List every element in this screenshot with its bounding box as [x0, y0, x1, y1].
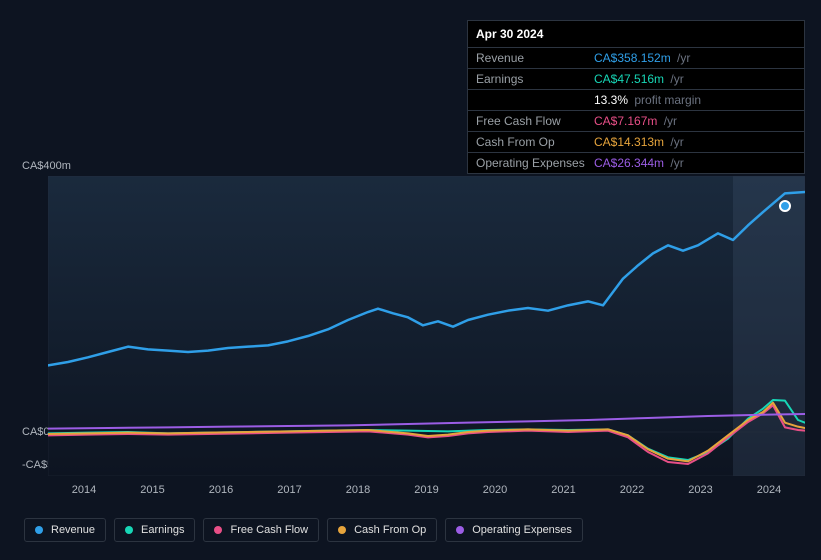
tooltip-row: Cash From OpCA$14.313m /yr — [468, 132, 804, 153]
x-axis-tick-label: 2021 — [530, 484, 598, 496]
x-axis-tick-label: 2017 — [256, 484, 324, 496]
legend-item-earnings[interactable]: Earnings — [114, 518, 195, 542]
tooltip-row: EarningsCA$47.516m /yr — [468, 69, 804, 90]
tooltip-row-label — [476, 93, 594, 107]
x-axis-tick-label: 2015 — [119, 484, 187, 496]
tooltip-row-value: CA$7.167m — [594, 114, 657, 128]
legend-dot-icon — [35, 526, 43, 534]
tooltip-row-suffix: profit margin — [631, 93, 701, 107]
tooltip-date: Apr 30 2024 — [468, 21, 804, 48]
tooltip-row-suffix: /yr — [660, 114, 677, 128]
legend-dot-icon — [214, 526, 222, 534]
legend-dot-icon — [125, 526, 133, 534]
tooltip-row-value: 13.3% — [594, 93, 628, 107]
legend-item-operating-expenses[interactable]: Operating Expenses — [445, 518, 583, 542]
legend-item-revenue[interactable]: Revenue — [24, 518, 106, 542]
tooltip-row-label: Cash From Op — [476, 135, 594, 149]
tooltip-row-value: CA$47.516m — [594, 72, 664, 86]
x-axis-tick-label: 2014 — [50, 484, 118, 496]
chart-svg — [48, 176, 805, 476]
x-axis-tick-label: 2019 — [393, 484, 461, 496]
y-axis-tick-label: CA$400m — [22, 160, 71, 172]
tooltip-row-value: CA$14.313m — [594, 135, 664, 149]
chart-tooltip: Apr 30 2024 RevenueCA$358.152m /yrEarnin… — [467, 20, 805, 174]
tooltip-row-suffix: /yr — [674, 51, 691, 65]
x-axis-tick-label: 2018 — [324, 484, 392, 496]
y-axis-tick-label: CA$0 — [22, 426, 50, 438]
tooltip-row-suffix: /yr — [667, 156, 684, 170]
tooltip-row-suffix: /yr — [667, 72, 684, 86]
legend-item-cash-from-op[interactable]: Cash From Op — [327, 518, 437, 542]
tooltip-row: RevenueCA$358.152m /yr — [468, 48, 804, 69]
tooltip-row-label: Free Cash Flow — [476, 114, 594, 128]
tooltip-row: Operating ExpensesCA$26.344m /yr — [468, 153, 804, 173]
x-axis: 2014201520162017201820192020202120222023… — [48, 484, 805, 496]
tooltip-row-label: Operating Expenses — [476, 156, 594, 170]
legend-item-label: Revenue — [51, 524, 95, 536]
tooltip-row-value: CA$358.152m — [594, 51, 671, 65]
legend-dot-icon — [338, 526, 346, 534]
tooltip-row-value: CA$26.344m — [594, 156, 664, 170]
tooltip-row-label: Earnings — [476, 72, 594, 86]
legend-item-label: Operating Expenses — [472, 524, 572, 536]
legend-dot-icon — [456, 526, 464, 534]
hover-marker — [780, 201, 790, 211]
tooltip-row: Free Cash FlowCA$7.167m /yr — [468, 111, 804, 132]
x-axis-tick-label: 2020 — [461, 484, 529, 496]
x-axis-tick-label: 2016 — [187, 484, 255, 496]
tooltip-row-label: Revenue — [476, 51, 594, 65]
x-axis-tick-label: 2024 — [735, 484, 803, 496]
x-axis-tick-label: 2023 — [667, 484, 735, 496]
legend-item-label: Free Cash Flow — [230, 524, 308, 536]
legend-item-label: Earnings — [141, 524, 184, 536]
x-axis-tick-label: 2022 — [598, 484, 666, 496]
chart-plot-area[interactable] — [48, 176, 805, 476]
legend-item-label: Cash From Op — [354, 524, 426, 536]
legend-item-free-cash-flow[interactable]: Free Cash Flow — [203, 518, 319, 542]
chart-legend: Revenue Earnings Free Cash Flow Cash From O… — [24, 518, 583, 542]
tooltip-row-suffix: /yr — [667, 135, 684, 149]
tooltip-row: 13.3% profit margin — [468, 90, 804, 111]
